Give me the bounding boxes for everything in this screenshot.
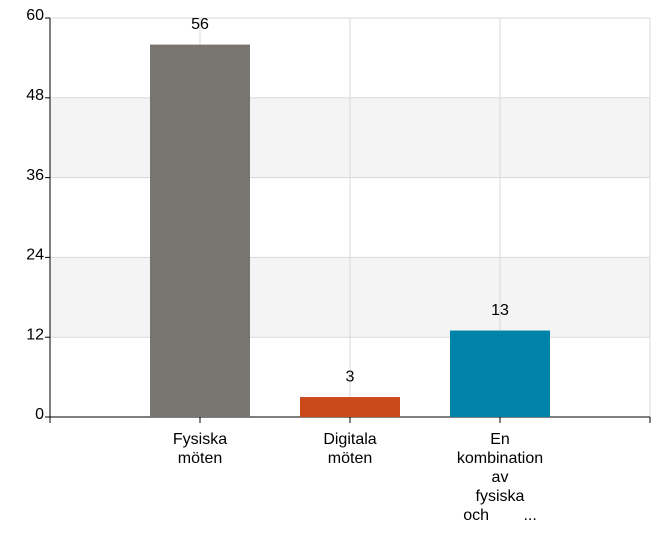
bar [150,44,250,417]
y-tick-label: 24 [26,247,44,264]
x-tick-label: En kombination av fysiska och ... [456,431,544,524]
y-tick-label: 0 [35,406,44,423]
value-label: 56 [191,16,209,33]
value-label: 3 [346,368,355,385]
bar [300,397,400,417]
y-tick-label: 12 [26,326,44,343]
x-tick-label: Fysiska möten [172,431,228,467]
bar [450,330,550,417]
y-tick-label: 60 [26,7,44,24]
x-tick-label: Digitala möten [323,431,377,467]
y-tick-label: 48 [26,87,44,104]
y-tick-label: 36 [26,167,44,184]
value-label: 13 [491,302,509,319]
